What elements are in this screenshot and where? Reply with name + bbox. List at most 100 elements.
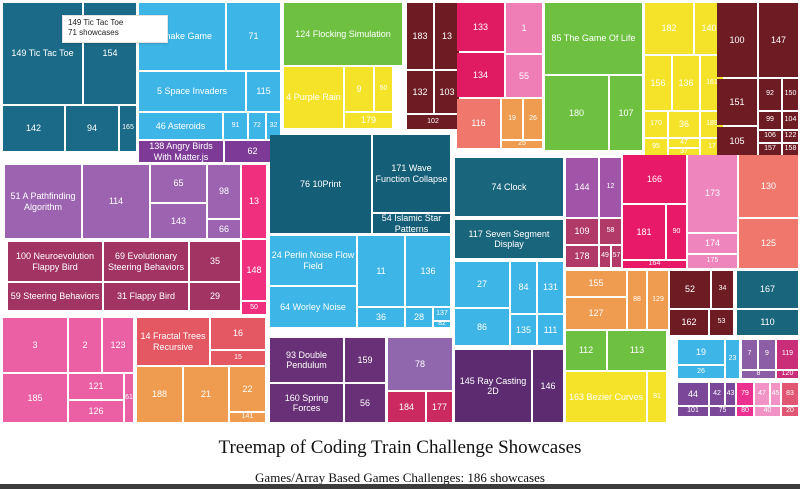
treemap-cell[interactable]: 129: [648, 271, 668, 329]
treemap-cell[interactable]: 145 Ray Casting 2D: [455, 350, 531, 422]
treemap-cell[interactable]: 86: [455, 309, 509, 345]
treemap-cell[interactable]: 175: [688, 255, 737, 268]
treemap-cell[interactable]: 121: [69, 374, 123, 399]
treemap-cell[interactable]: 130: [739, 155, 798, 217]
treemap-cell[interactable]: 160 Spring Forces: [270, 384, 343, 422]
treemap-cell[interactable]: 26: [524, 99, 542, 139]
treemap-cell[interactable]: 134: [457, 53, 504, 97]
treemap-cell[interactable]: 180: [545, 76, 608, 150]
treemap-cell[interactable]: 56: [345, 384, 385, 422]
treemap-cell[interactable]: 126: [69, 401, 123, 422]
treemap-cell[interactable]: 42: [710, 383, 724, 405]
treemap-cell[interactable]: 141: [230, 413, 265, 422]
treemap-cell[interactable]: 110: [737, 310, 798, 335]
treemap-cell[interactable]: 151: [717, 79, 757, 125]
treemap-cell[interactable]: 167: [737, 271, 798, 308]
treemap-cell[interactable]: 144: [566, 158, 598, 217]
treemap-cell[interactable]: 32: [267, 113, 280, 139]
treemap-cell[interactable]: 13: [435, 3, 459, 69]
treemap-cell[interactable]: 16: [211, 318, 265, 349]
treemap-cell[interactable]: 36: [669, 112, 699, 137]
treemap-cell[interactable]: 159: [345, 338, 385, 382]
treemap-cell[interactable]: 61: [125, 374, 133, 422]
treemap-cell[interactable]: 34: [712, 271, 733, 308]
treemap-cell[interactable]: 104: [783, 112, 798, 129]
treemap-cell[interactable]: 177: [427, 392, 452, 422]
treemap-cell[interactable]: 156: [645, 56, 671, 110]
treemap-cell[interactable]: 132: [407, 71, 433, 113]
treemap-cell[interactable]: 69 Evolutionary Steering Behaviors: [104, 242, 188, 281]
treemap-cell[interactable]: 95: [645, 139, 667, 155]
treemap-cell[interactable]: 135: [511, 315, 536, 345]
treemap-cell[interactable]: 26: [678, 366, 724, 378]
treemap-cell[interactable]: 62: [225, 141, 280, 162]
treemap-cell[interactable]: 83: [782, 383, 798, 405]
treemap-cell[interactable]: 9: [345, 67, 373, 111]
treemap-cell[interactable]: 114: [83, 165, 149, 238]
treemap-cell[interactable]: 47: [755, 383, 769, 405]
treemap-cell[interactable]: 166: [623, 155, 686, 203]
treemap-cell[interactable]: 23: [726, 340, 739, 378]
treemap-cell[interactable]: 181: [623, 205, 665, 259]
treemap-cell[interactable]: 94: [66, 106, 118, 151]
treemap-cell[interactable]: 136: [673, 56, 699, 110]
treemap-cell[interactable]: 163 Bezier Curves: [566, 372, 646, 422]
treemap-cell[interactable]: 131: [538, 262, 563, 313]
treemap-cell[interactable]: 7: [742, 340, 757, 369]
treemap-cell[interactable]: 53: [710, 310, 733, 335]
treemap-cell[interactable]: 40: [755, 407, 780, 416]
treemap-cell[interactable]: 57: [612, 246, 621, 267]
treemap-cell[interactable]: 122: [783, 131, 798, 142]
treemap-cell[interactable]: 146: [533, 350, 563, 422]
treemap-cell[interactable]: 84: [511, 262, 536, 313]
treemap-cell[interactable]: 4 Purple Rain: [284, 67, 343, 128]
treemap-cell[interactable]: 178: [566, 246, 598, 267]
treemap-cell[interactable]: 21: [184, 367, 228, 422]
treemap-cell[interactable]: 25: [502, 141, 542, 148]
treemap-cell[interactable]: 72: [249, 113, 265, 139]
treemap-cell[interactable]: 11: [358, 236, 404, 306]
treemap-cell[interactable]: 142: [3, 106, 64, 151]
treemap-cell[interactable]: 92: [759, 79, 781, 110]
treemap-cell[interactable]: 106: [759, 131, 781, 142]
treemap-cell[interactable]: 14 Fractal Trees Recursive: [137, 318, 209, 365]
treemap-cell[interactable]: 66: [208, 220, 240, 238]
treemap-cell[interactable]: 71: [227, 3, 280, 70]
treemap-cell[interactable]: 79: [737, 383, 753, 405]
treemap-cell[interactable]: 164: [623, 261, 686, 268]
treemap-cell[interactable]: 44: [678, 383, 708, 405]
treemap-cell[interactable]: 117 Seven Segment Display: [455, 220, 563, 258]
treemap-cell[interactable]: 93 Double Pendulum: [270, 338, 343, 382]
treemap-cell[interactable]: 183: [407, 3, 433, 69]
treemap-cell[interactable]: 150: [783, 79, 798, 110]
treemap-cell[interactable]: 59 Steering Behaviors: [8, 283, 102, 310]
treemap-cell[interactable]: 148: [242, 240, 266, 300]
treemap-cell[interactable]: 15: [211, 351, 265, 365]
treemap-cell[interactable]: 55: [506, 55, 542, 97]
treemap-cell[interactable]: 37: [669, 149, 699, 155]
treemap-cell[interactable]: 107: [610, 76, 642, 150]
treemap-cell[interactable]: 28: [406, 308, 432, 327]
treemap-cell[interactable]: 171 Wave Function Collapse: [373, 135, 450, 212]
treemap-cell[interactable]: 138 Angry Birds With Matter.js: [139, 141, 223, 162]
treemap-cell[interactable]: 20: [782, 407, 798, 416]
treemap-cell[interactable]: 46 Asteroids: [139, 113, 222, 139]
treemap-cell[interactable]: 54 Islamic Star Patterns: [373, 214, 450, 233]
treemap-cell[interactable]: 45: [771, 383, 780, 405]
treemap-cell[interactable]: 102: [407, 115, 459, 129]
treemap-cell[interactable]: 174: [688, 234, 737, 253]
treemap-cell[interactable]: 24 Perlin Noise Flow Field: [270, 236, 356, 285]
treemap-cell[interactable]: 133: [457, 3, 504, 51]
treemap-cell[interactable]: 99: [759, 112, 781, 129]
treemap-cell[interactable]: 50: [375, 67, 392, 111]
treemap-cell[interactable]: 136: [406, 236, 450, 306]
treemap-cell[interactable]: 155: [566, 271, 626, 296]
treemap-cell[interactable]: 101: [678, 407, 708, 416]
treemap-cell[interactable]: 22: [230, 367, 265, 411]
treemap-cell[interactable]: 78: [388, 338, 452, 390]
treemap-cell[interactable]: 64 Worley Noise: [270, 287, 356, 327]
treemap-cell[interactable]: 185: [3, 374, 67, 422]
treemap-cell[interactable]: 5 Space Invaders: [139, 72, 245, 111]
treemap-cell[interactable]: 123: [103, 318, 133, 372]
treemap-cell[interactable]: 165: [120, 106, 136, 151]
